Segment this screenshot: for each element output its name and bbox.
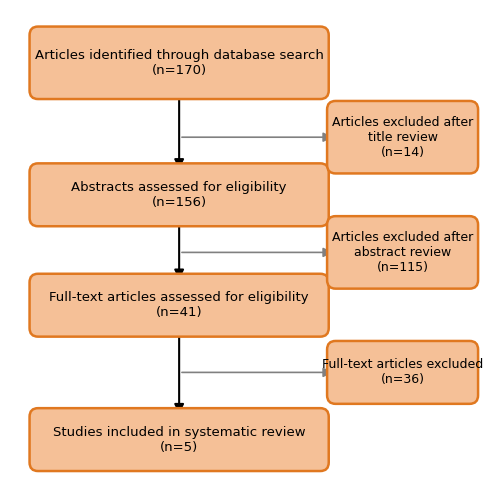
Text: Abstracts assessed for eligibility
(n=156): Abstracts assessed for eligibility (n=15… [72, 181, 287, 209]
FancyBboxPatch shape [29, 408, 329, 471]
FancyBboxPatch shape [327, 216, 478, 288]
Text: Articles excluded after
abstract review
(n=115): Articles excluded after abstract review … [332, 231, 473, 274]
FancyBboxPatch shape [29, 26, 329, 99]
FancyBboxPatch shape [29, 274, 329, 336]
Text: Full-text articles excluded
(n=36): Full-text articles excluded (n=36) [322, 358, 483, 386]
Text: Articles excluded after
title review
(n=14): Articles excluded after title review (n=… [332, 116, 473, 158]
FancyBboxPatch shape [29, 164, 329, 226]
FancyBboxPatch shape [327, 341, 478, 404]
FancyBboxPatch shape [327, 101, 478, 174]
Text: Studies included in systematic review
(n=5): Studies included in systematic review (n… [53, 426, 305, 454]
Text: Full-text articles assessed for eligibility
(n=41): Full-text articles assessed for eligibil… [49, 291, 309, 319]
Text: Articles identified through database search
(n=170): Articles identified through database sea… [35, 49, 323, 77]
